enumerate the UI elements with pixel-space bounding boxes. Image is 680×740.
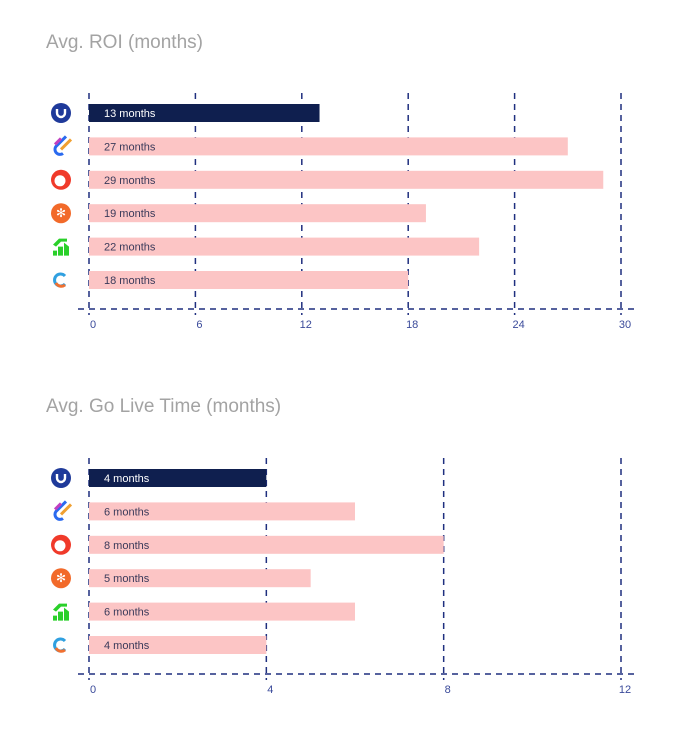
bar-label: 29 months bbox=[104, 175, 156, 187]
x-tick-label: 6 bbox=[196, 319, 202, 331]
bar-label: 4 months bbox=[104, 473, 150, 485]
bar-label: 8 months bbox=[104, 540, 150, 552]
bar bbox=[89, 271, 409, 289]
company-orange-snowflake-icon: ✻ bbox=[51, 203, 71, 224]
company-rings-icon bbox=[53, 500, 73, 521]
svg-text:✻: ✻ bbox=[56, 571, 66, 585]
x-tick-label: 12 bbox=[619, 684, 631, 696]
company-green-arrows-icon bbox=[53, 238, 69, 256]
x-tick-label: 18 bbox=[406, 319, 418, 331]
bar bbox=[89, 137, 568, 156]
bar-label: 22 months bbox=[104, 242, 156, 254]
x-tick-label: 12 bbox=[300, 319, 312, 331]
x-tick-label: 8 bbox=[445, 684, 451, 696]
bar-label: 6 months bbox=[104, 607, 150, 619]
bar bbox=[89, 602, 355, 621]
x-tick-label: 0 bbox=[90, 319, 96, 331]
company-red-circle-icon bbox=[51, 169, 71, 190]
bar bbox=[89, 502, 355, 521]
company-rings-icon bbox=[53, 135, 73, 156]
bar-label: 19 months bbox=[104, 208, 156, 220]
bar-label: 27 months bbox=[104, 141, 156, 153]
svg-text:✻: ✻ bbox=[56, 206, 66, 220]
bar bbox=[89, 204, 426, 223]
company-red-circle-icon bbox=[51, 534, 71, 555]
bar bbox=[89, 237, 480, 256]
company-u-icon bbox=[51, 103, 71, 123]
bar-label: 5 months bbox=[104, 573, 150, 585]
x-tick-label: 4 bbox=[267, 684, 273, 696]
company-u-icon bbox=[51, 468, 71, 488]
bar bbox=[89, 469, 267, 487]
company-c-icon bbox=[53, 272, 67, 288]
bar-label: 6 months bbox=[104, 506, 150, 518]
bar bbox=[89, 104, 320, 122]
x-tick-label: 30 bbox=[619, 319, 631, 331]
x-tick-label: 0 bbox=[90, 684, 96, 696]
bar-label: 18 months bbox=[104, 275, 156, 287]
chart-title-roi: Avg. ROI (months) bbox=[46, 32, 203, 53]
company-green-arrows-icon bbox=[53, 603, 69, 621]
company-orange-snowflake-icon: ✻ bbox=[51, 568, 71, 589]
chart-title-go-live: Avg. Go Live Time (months) bbox=[46, 396, 282, 417]
bar-label: 4 months bbox=[104, 640, 150, 652]
bar bbox=[89, 636, 267, 654]
bar bbox=[89, 569, 311, 588]
bar bbox=[89, 170, 604, 189]
x-tick-label: 24 bbox=[512, 319, 524, 331]
bar bbox=[89, 535, 444, 554]
company-c-icon bbox=[53, 637, 67, 653]
bar-label: 13 months bbox=[104, 108, 156, 120]
